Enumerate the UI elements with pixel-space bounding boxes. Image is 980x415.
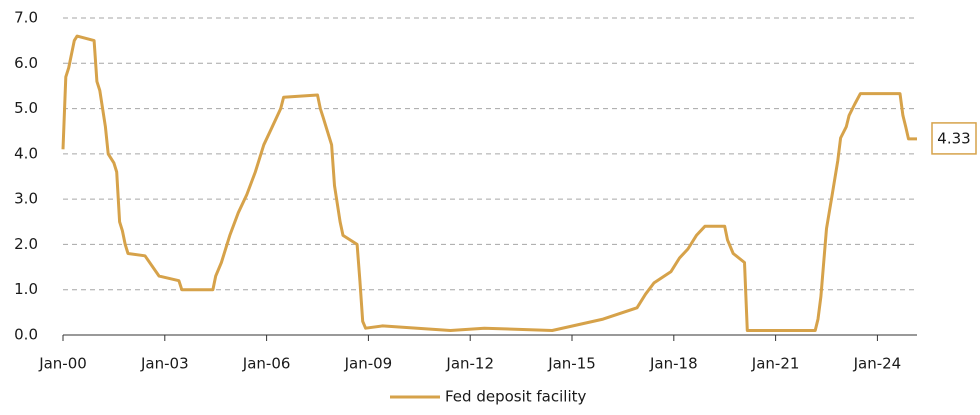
y-tick-label: 5.0 [14,99,38,117]
x-tick-label: Jan-21 [751,355,800,373]
x-tick-label: Jan-00 [38,355,87,373]
y-tick-label: 0.0 [14,326,38,344]
data-line [61,34,917,332]
y-tick-label: 2.0 [14,235,38,253]
y-tick-label: 6.0 [14,54,38,72]
value-label: 4.33 [937,129,970,147]
x-tick-label: Jan-24 [853,355,902,373]
x-tick-label: Jan-06 [242,355,291,373]
x-tick-label: Jan-12 [445,355,494,373]
value-label-box [931,122,977,155]
y-tick-label: 4.0 [14,144,38,162]
x-tick-label: Jan-18 [649,355,698,373]
x-tick-label: Jan-15 [547,355,596,373]
x-tick-label: Jan-03 [140,355,189,373]
x-tick-label: Jan-09 [344,355,393,373]
legend-label: Fed deposit facility [445,388,587,406]
y-tick-label: 1.0 [14,280,38,298]
y-tick-label: 7.0 [14,9,38,27]
y-tick-label: 3.0 [14,190,38,208]
